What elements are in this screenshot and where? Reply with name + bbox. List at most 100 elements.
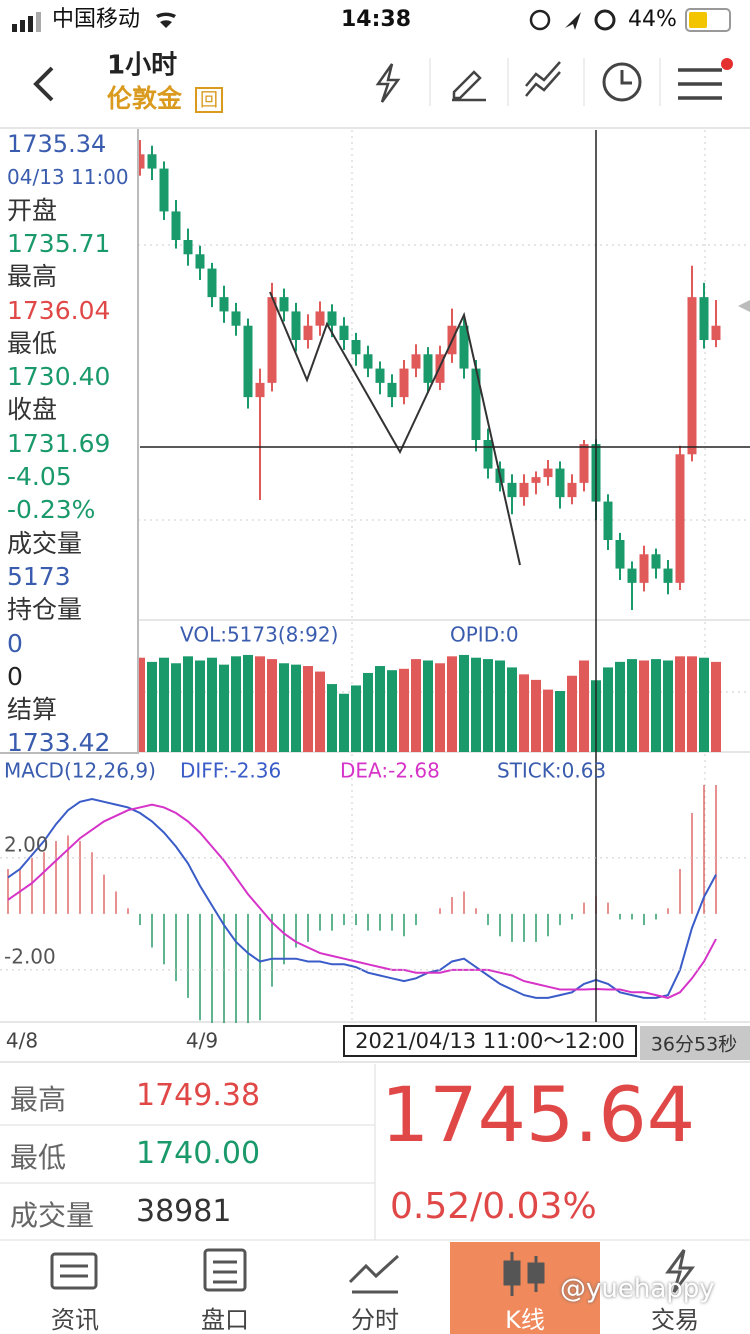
candle-body [147, 154, 157, 169]
indicator-icon[interactable] [525, 61, 561, 97]
tab-label: 交易 [651, 1306, 699, 1334]
volume-bar [531, 679, 541, 752]
info-line: 5173 [7, 561, 71, 591]
candle-layer [3, 140, 721, 610]
info-line: 1735.34 [7, 130, 107, 158]
stat-label: 最高 [10, 1083, 67, 1116]
menu-icon[interactable] [678, 68, 722, 100]
volume-bar [459, 654, 469, 752]
period-icon[interactable] [602, 62, 642, 102]
volume-bar [483, 659, 493, 752]
volume-bar [603, 667, 613, 752]
volume-bar [555, 690, 565, 752]
zigzag-line [269, 291, 521, 566]
tab[interactable]: 分时 [300, 1242, 450, 1334]
tab[interactable]: 资讯 [0, 1242, 150, 1334]
macd-legend: STICK:0.63 [497, 759, 606, 783]
volume-bar [255, 656, 265, 752]
volume-bar [183, 656, 193, 752]
candle-body [219, 297, 229, 312]
candle-body [711, 325, 721, 340]
info-line: 最高 [7, 262, 58, 292]
candle-body [351, 340, 361, 355]
y-tick-label: 2.00 [4, 832, 49, 856]
volume-bar [651, 659, 661, 752]
info-line: 1733.42 [7, 728, 111, 758]
macd-layer [7, 785, 717, 1023]
header-subtitle: 伦敦金 [107, 84, 183, 113]
candle-body [567, 482, 577, 498]
draw-icon[interactable] [452, 70, 486, 102]
candle-body [171, 211, 181, 240]
signal-icon [12, 12, 41, 32]
volume-bar [159, 657, 169, 752]
candle-body [699, 297, 709, 340]
candle-body [291, 311, 301, 340]
stat-value: 38981 [136, 1194, 232, 1229]
back-button[interactable] [33, 66, 54, 102]
info-line: 最低 [7, 328, 58, 358]
tab[interactable]: K线 [450, 1242, 600, 1334]
info-line: -4.05 [7, 462, 72, 491]
info-line: 持仓量 [7, 595, 83, 625]
volume-bar [375, 666, 385, 752]
volume-bar [351, 685, 361, 752]
price-pointer [738, 300, 750, 312]
macd-legend: DEA:-2.68 [340, 759, 440, 783]
volume-bar [195, 660, 205, 752]
macd-title: MACD(12,26,9) [4, 759, 156, 783]
volume-legend: OPID:0 [450, 623, 519, 647]
volume-bar [267, 659, 277, 752]
volume-bar [399, 668, 409, 752]
info-line: 1730.40 [7, 362, 111, 392]
volume-bar [495, 660, 505, 752]
candle-body [675, 454, 685, 583]
candle-body [375, 368, 385, 383]
candle-body [339, 325, 349, 340]
info-line: -0.23% [7, 495, 96, 525]
stat-label: 最低 [10, 1141, 67, 1174]
notify-dot [721, 58, 733, 70]
volume-bar [171, 663, 181, 752]
header-badge: 回 [200, 90, 218, 111]
volume-bar [435, 663, 445, 752]
volume-bar [207, 657, 217, 752]
candle-body [507, 482, 517, 498]
info-line: 1731.69 [7, 428, 111, 458]
volume-bar [411, 659, 421, 752]
volume-bar [135, 657, 145, 752]
volume-bar [339, 693, 349, 752]
candle-body [627, 568, 637, 583]
x-tick-label: 4/8 [6, 1029, 38, 1053]
quote-stats: 最高 1749.38 最低 1740.00 成交量 38981 [0, 1066, 375, 1240]
volume-bar [519, 674, 529, 752]
volume-bar [675, 656, 685, 752]
volume-bar [303, 666, 313, 752]
macd-line [7, 797, 717, 999]
range-box [343, 1025, 637, 1057]
candle-body [639, 554, 649, 583]
volume-bar [543, 689, 553, 752]
candle-body [243, 325, 253, 398]
info-line: 1736.04 [7, 295, 111, 325]
tab[interactable]: 盘口 [150, 1242, 300, 1334]
candle-body [411, 354, 421, 369]
candle-body [195, 254, 205, 269]
stat-value: 1740.00 [136, 1136, 261, 1171]
battery-level [689, 12, 707, 28]
header-title: 1小时 [107, 51, 177, 81]
candle-body [555, 468, 565, 498]
period-icon-hand [620, 70, 632, 85]
clock: 14:38 [341, 7, 411, 32]
volume-bar [327, 684, 337, 752]
candle-body [267, 297, 277, 383]
volume-bar [471, 657, 481, 752]
info-line: 开盘 [7, 195, 58, 225]
candle-body [135, 154, 145, 169]
tab[interactable]: 交易 [600, 1242, 750, 1334]
volume-bar [219, 664, 229, 752]
macd-legend: DIFF:-2.36 [180, 759, 281, 783]
flash-icon[interactable] [375, 63, 401, 103]
